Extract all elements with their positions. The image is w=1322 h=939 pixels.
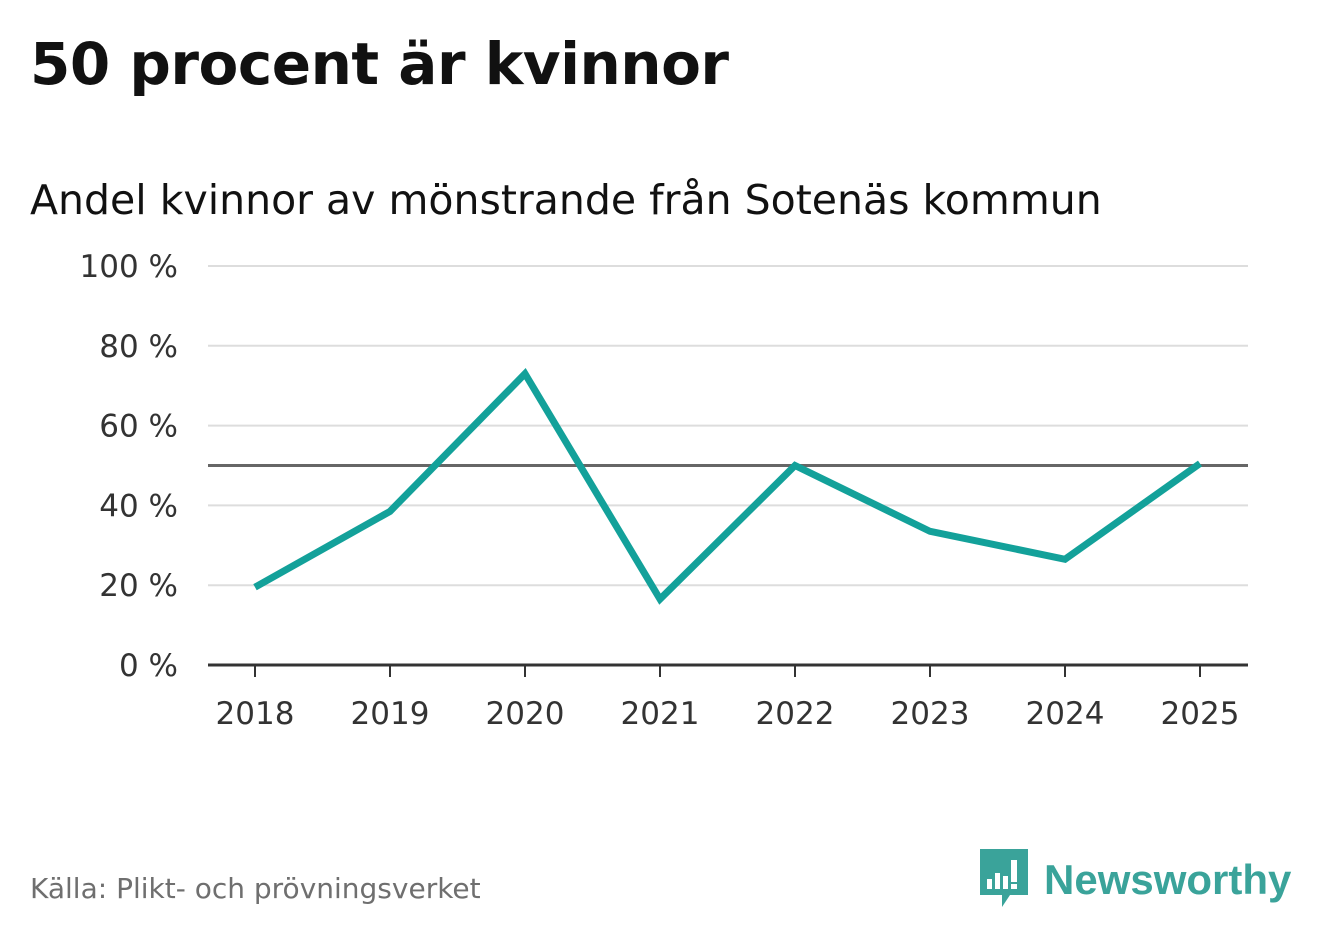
- x-tick-label: 2023: [891, 696, 970, 732]
- y-tick-label: 60 %: [99, 409, 178, 445]
- x-tick-label: 2018: [216, 696, 295, 732]
- y-tick-label: 20 %: [99, 568, 178, 604]
- x-tick-label: 2022: [756, 696, 835, 732]
- newsworthy-logo-icon: [980, 849, 1028, 907]
- x-tick-label: 2020: [486, 696, 565, 732]
- y-tick-label: 0 %: [119, 648, 178, 684]
- y-tick-label: 40 %: [99, 488, 178, 524]
- source-note: Källa: Plikt- och prövningsverket: [30, 872, 481, 905]
- y-tick-label: 100 %: [80, 249, 178, 285]
- x-tick-label: 2025: [1161, 696, 1240, 732]
- x-tick-label: 2019: [351, 696, 430, 732]
- newsworthy-logo: Newsworthy: [980, 848, 1291, 912]
- chart-title: 50 procent är kvinnor: [30, 30, 729, 98]
- chart-subtitle: Andel kvinnor av mönstrande från Sotenäs…: [30, 176, 1102, 224]
- x-tick-label: 2024: [1026, 696, 1105, 732]
- series-line: [253, 368, 1203, 605]
- brand-name: Newsworthy: [1044, 856, 1292, 903]
- y-tick-label: 80 %: [99, 329, 178, 365]
- x-tick-label: 2021: [621, 696, 700, 732]
